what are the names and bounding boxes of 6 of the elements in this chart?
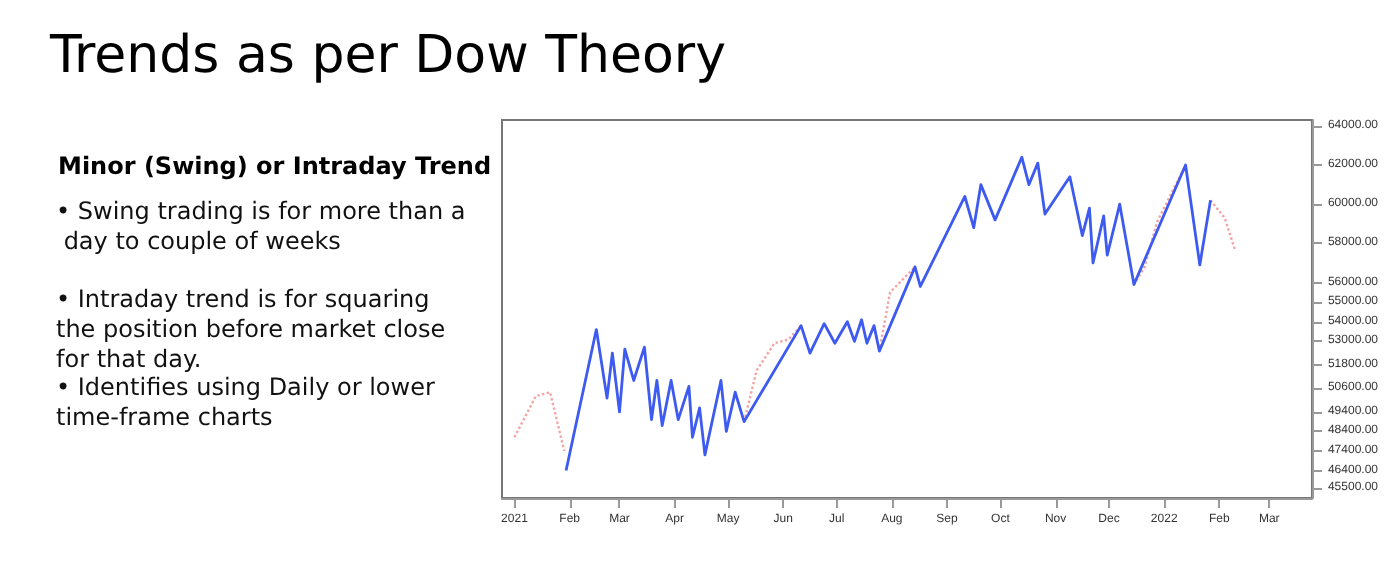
chart-title: Trends as per Dow Theory (48, 26, 726, 86)
text: • Swing trading is for more than a day to couple of weeks (56, 197, 466, 255)
line-series (564, 155, 1212, 472)
text: • Identifies using Daily or lower time-frame charts (56, 373, 443, 431)
text: • Intraday trend is for squaring the position before market close for that day. (56, 285, 453, 373)
text: Minor (Swing) or Intraday Trend (58, 152, 492, 180)
